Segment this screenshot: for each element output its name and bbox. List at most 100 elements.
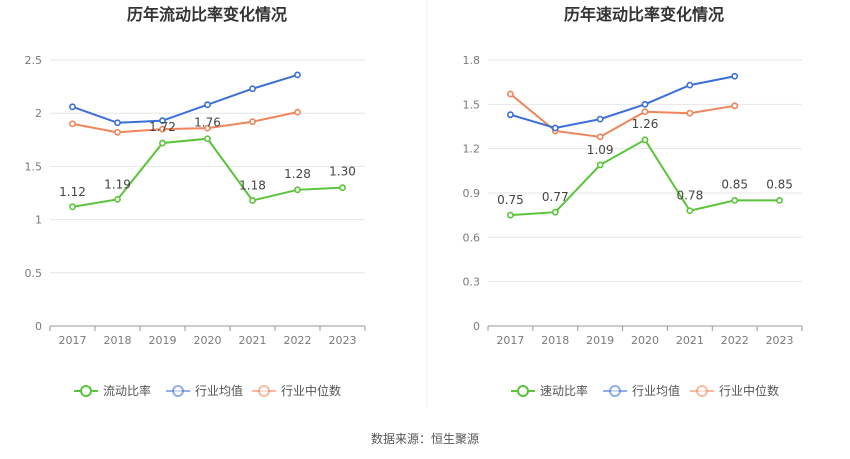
x-tick-label: 2019 (149, 334, 177, 347)
data-point-0 (159, 139, 166, 147)
legend-label: 行业中位数 (281, 383, 341, 398)
data-point-2 (114, 128, 121, 136)
legend-label: 流动比率 (103, 383, 151, 398)
data-point-1 (69, 103, 76, 111)
data-point-2 (294, 108, 301, 116)
data-point-2 (204, 124, 211, 132)
data-point-0 (641, 136, 649, 144)
data-point-2 (641, 108, 649, 116)
legend-swatch-marker (696, 385, 708, 397)
data-point-1 (159, 117, 166, 125)
data-label: 0.85 (721, 177, 748, 191)
data-point-0 (686, 207, 694, 215)
data-point-2 (159, 125, 166, 133)
data-label: 0.77 (542, 190, 569, 204)
legend-swatch-marker (517, 385, 529, 397)
data-label: 1.12 (59, 185, 86, 199)
x-tick-label: 2019 (586, 334, 614, 347)
data-point-0 (596, 161, 604, 169)
chart-title: 历年流动比率变化情况 (127, 5, 287, 24)
x-tick-label: 2020 (631, 334, 659, 347)
legend-swatch-marker (80, 385, 92, 397)
y-tick-label: 1.5 (25, 160, 43, 173)
data-point-1 (114, 119, 121, 127)
legend-swatch-marker (258, 385, 270, 397)
x-tick-label: 2022 (284, 334, 312, 347)
legend-label: 速动比率 (540, 383, 588, 398)
data-point-2 (69, 120, 76, 128)
x-tick-label: 2018 (104, 334, 132, 347)
data-point-0 (551, 208, 559, 216)
y-tick-label: 2.5 (25, 54, 43, 67)
data-point-1 (249, 85, 256, 93)
y-tick-label: 0.9 (463, 187, 481, 200)
data-label: 1.26 (632, 117, 659, 131)
series-line-2 (72, 111, 298, 134)
data-point-1 (204, 101, 211, 109)
x-tick-label: 2022 (721, 334, 749, 347)
x-tick-label: 2023 (329, 334, 357, 347)
data-label: 1.76 (194, 116, 221, 130)
y-tick-label: 1 (35, 214, 42, 227)
data-label: 1.09 (587, 143, 614, 157)
chart-title: 历年速动比率变化情况 (564, 5, 724, 24)
y-tick-label: 0.6 (463, 231, 481, 244)
data-point-1 (596, 115, 604, 123)
series-line-1 (510, 75, 735, 130)
y-tick-label: 1.8 (463, 54, 481, 67)
data-label: 1.72 (149, 120, 176, 134)
x-tick-label: 2017 (496, 334, 524, 347)
y-tick-label: 1.2 (463, 143, 481, 156)
data-point-0 (731, 196, 739, 204)
data-point-2 (596, 133, 604, 141)
legend-swatch-marker (609, 385, 621, 397)
x-tick-label: 2017 (59, 334, 87, 347)
legend-label: 行业中位数 (719, 383, 779, 398)
x-tick-label: 2021 (239, 334, 267, 347)
legend-label: 行业均值 (632, 383, 680, 398)
data-point-0 (776, 196, 783, 204)
x-tick-label: 2021 (676, 334, 704, 347)
legend-swatch-marker (172, 385, 184, 397)
data-point-2 (249, 118, 256, 126)
data-point-1 (641, 100, 649, 108)
data-label: 1.30 (329, 165, 356, 179)
y-tick-label: 0.5 (25, 267, 43, 280)
data-point-2 (507, 90, 514, 98)
current-ratio-chart: 历年流动比率变化情况 0 0.5 1 1.5 2 2.5 2017 2018 2019 2020 20… (25, 5, 366, 398)
data-point-1 (551, 124, 559, 132)
y-tick-label: 2 (35, 107, 42, 120)
data-label: 1.19 (104, 177, 131, 191)
data-point-0 (294, 186, 301, 194)
series-line-1 (72, 73, 298, 124)
x-tick-label: 2023 (766, 334, 794, 347)
data-label: 1.28 (284, 167, 311, 181)
data-point-0 (204, 135, 211, 143)
data-point-2 (686, 109, 694, 117)
series-line-2 (509, 93, 735, 138)
data-point-0 (339, 184, 346, 192)
data-point-1 (294, 71, 301, 79)
data-point-0 (114, 195, 121, 203)
legend-label: 行业均值 (195, 383, 243, 398)
data-source-note: 数据来源：恒生聚源 (371, 431, 479, 446)
data-label: 0.85 (766, 177, 793, 191)
y-tick-label: 0 (35, 320, 42, 333)
data-point-0 (69, 203, 76, 211)
data-label: 1.18 (239, 178, 266, 192)
y-tick-label: 0 (473, 320, 480, 333)
data-point-1 (686, 81, 694, 89)
x-tick-label: 2020 (194, 334, 222, 347)
y-tick-label: 1.5 (463, 98, 481, 111)
data-point-1 (507, 111, 514, 119)
data-point-0 (249, 197, 256, 204)
x-tick-label: 2018 (541, 334, 569, 347)
quick-ratio-chart: 历年速动比率变化情况 0 0.3 0.6 0.9 1.2 1.5 1.8 2017 2018 201… (463, 5, 803, 398)
data-label: 0.75 (497, 193, 524, 207)
y-tick-label: 0.3 (463, 276, 481, 289)
data-point-0 (507, 211, 514, 219)
data-point-2 (731, 102, 739, 110)
data-point-1 (731, 72, 739, 80)
data-label: 0.78 (676, 189, 703, 203)
